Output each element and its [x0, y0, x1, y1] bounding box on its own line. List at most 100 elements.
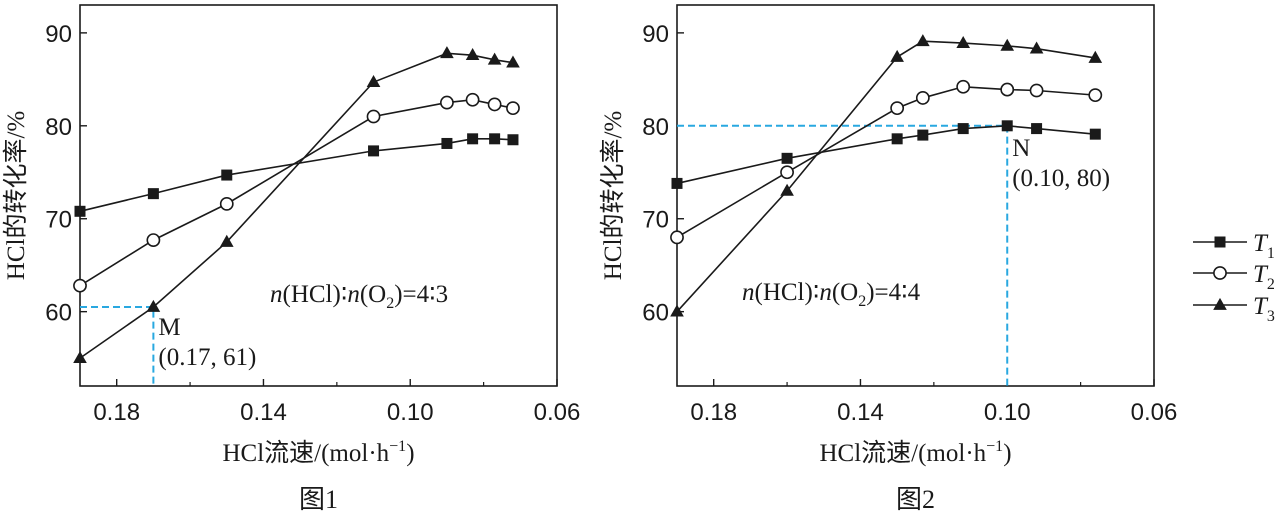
series-line [676, 40, 1096, 313]
ratio-label-tail: (O [360, 281, 386, 308]
legend-label-name: T [1253, 230, 1269, 257]
data-point [74, 205, 86, 217]
series-T1 [671, 120, 1101, 189]
ratio-label-n2: n [347, 281, 360, 308]
figure-caption: 图1 [299, 485, 338, 514]
annotation-label: N [1012, 135, 1030, 162]
y-tick-label: 80 [45, 114, 72, 141]
y-tick-label: 90 [45, 21, 72, 48]
y-axis-label: HCl的转化率/% [2, 111, 30, 280]
data-point [465, 92, 480, 107]
legend-item-T3: T3 [1193, 293, 1275, 325]
data-point [1031, 123, 1043, 135]
x-axis-label: HCl流速/(mol·h−1) [819, 438, 1011, 467]
data-point [780, 165, 794, 180]
legend-label-sub: 2 [1267, 276, 1275, 293]
data-point [219, 196, 234, 211]
data-point [1001, 120, 1013, 132]
y-tick-label: 70 [642, 207, 669, 234]
data-point [890, 49, 904, 62]
data-point [507, 134, 519, 146]
y-tick-label: 80 [642, 114, 669, 141]
data-point [1029, 41, 1044, 54]
legend-label: T3 [1253, 293, 1275, 325]
x-tick-label: 0.06 [534, 399, 581, 426]
data-point [671, 177, 683, 189]
legend-marker [1214, 236, 1226, 248]
legend-label-sub: 3 [1267, 308, 1275, 325]
data-point [440, 95, 454, 110]
guide-line [80, 306, 155, 386]
data-point [440, 46, 454, 59]
data-point [1029, 83, 1044, 98]
plot-frame [79, 4, 558, 387]
series-T1 [74, 133, 519, 217]
data-point [487, 52, 502, 65]
y-tick-label: 90 [642, 21, 669, 48]
data-point [366, 74, 381, 87]
series-line [79, 98, 514, 287]
data-point [780, 183, 794, 196]
data-point [891, 133, 903, 145]
series-line [79, 52, 514, 359]
data-point [781, 152, 793, 164]
data-point [670, 304, 684, 317]
legend-label-name: T [1253, 261, 1269, 288]
data-point [487, 97, 502, 112]
series-T3 [670, 34, 1103, 317]
data-point [441, 137, 453, 149]
guide-line [677, 124, 1009, 386]
x-axis-label-end: ) [406, 440, 414, 467]
data-point [465, 48, 480, 61]
data-point [146, 233, 161, 248]
data-point [489, 133, 501, 145]
ratio-label: n(HCl)∶n(O2)=4∶4 [742, 279, 921, 310]
x-axis-label: HCl流速/(mol·h−1) [222, 438, 414, 467]
x-axis-label-text: HCl流速/(mol·h [222, 439, 389, 467]
legend-label: T1 [1253, 230, 1275, 262]
data-point [221, 169, 233, 181]
legend-label: T2 [1253, 261, 1275, 293]
data-point [1088, 88, 1103, 103]
plot-frame [676, 4, 1155, 387]
data-point [146, 299, 161, 312]
data-point [73, 278, 87, 293]
series-T3 [73, 46, 520, 363]
data-point [366, 109, 381, 124]
series-line [79, 138, 514, 213]
data-point [956, 35, 971, 48]
legend-label-sub: 1 [1267, 245, 1275, 262]
data-point [917, 129, 929, 141]
ratio-label-mid: (HCl)∶ [755, 279, 820, 306]
data-point [506, 101, 520, 116]
data-point [915, 91, 930, 105]
x-axis-label-end: ) [1003, 440, 1011, 467]
x-tick-label: 0.18 [690, 399, 737, 426]
data-point [1088, 50, 1103, 63]
annotation-coords: (0.10, 80) [1012, 165, 1110, 192]
series-T2 [73, 92, 520, 293]
figure-caption: 图2 [896, 485, 935, 514]
ratio-label-end: )=4∶3 [394, 281, 448, 308]
y-tick-label: 70 [45, 207, 72, 234]
chart-panel-1: 0.18 0.14 0.10 0.06 60 70 80 90 HCl的转化率/% HCl流速/(… [2, 4, 581, 514]
ratio-label-tail: (O [832, 279, 858, 306]
data-point [890, 101, 905, 116]
x-axis-label-sup: −1 [986, 438, 1003, 455]
x-tick-label: 0.14 [837, 399, 884, 426]
y-tick-label: 60 [642, 300, 669, 327]
ratio-label-end: )=4∶4 [866, 279, 920, 306]
ratio-label-sub: 2 [858, 293, 866, 310]
ratio-label-n1: n [742, 279, 755, 306]
legend-marker [1213, 266, 1227, 280]
y-tick-label: 60 [45, 300, 72, 327]
x-tick-label: 0.06 [1131, 399, 1178, 426]
legend-marker [1213, 297, 1227, 310]
data-point [147, 188, 159, 200]
ratio-label-mid: (HCl)∶ [283, 281, 348, 308]
data-point [670, 230, 684, 245]
series-line [676, 85, 1096, 239]
ratio-label: n(HCl)∶n(O2)=4∶3 [270, 281, 448, 312]
